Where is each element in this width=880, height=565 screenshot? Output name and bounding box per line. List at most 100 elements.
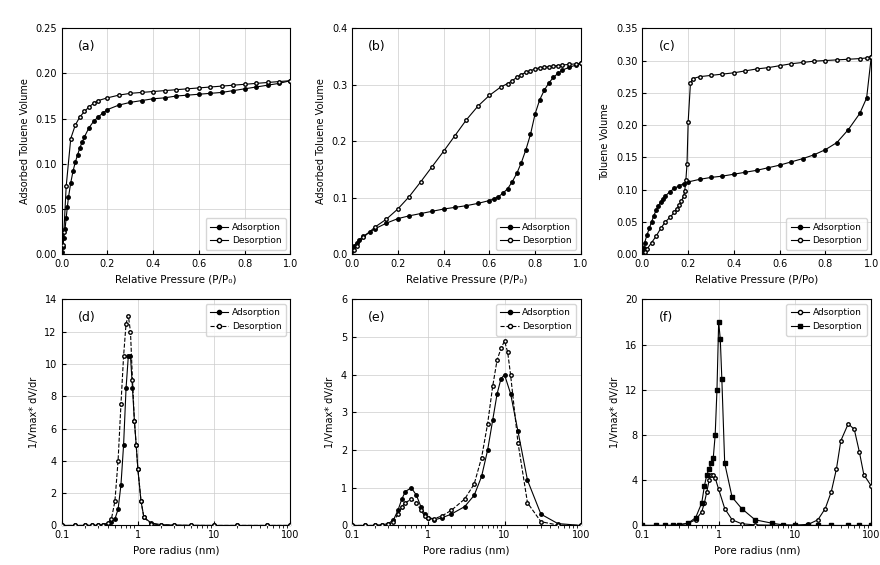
Adsorption — [729, 171, 739, 177]
Line: Adsorption: Adsorption — [350, 62, 583, 253]
Adsorption — [62, 204, 73, 211]
Adsorption — [70, 159, 81, 166]
Text: (e): (e) — [368, 311, 385, 324]
Adsorption — [348, 245, 358, 252]
Desorption — [832, 56, 842, 63]
Line: Desorption: Desorption — [643, 55, 873, 254]
Adsorption — [653, 202, 664, 209]
Adsorption — [148, 95, 158, 102]
Adsorption — [820, 146, 831, 153]
Desorption — [182, 85, 193, 92]
X-axis label: Relative Pressure (P/P₀): Relative Pressure (P/P₀) — [115, 275, 237, 285]
X-axis label: Pore radius (nm): Pore radius (nm) — [714, 546, 800, 556]
Adsorption — [646, 219, 656, 225]
Desorption — [404, 193, 414, 200]
Desorption — [274, 78, 284, 85]
Text: (f): (f) — [658, 311, 672, 324]
Desorption — [461, 116, 472, 123]
Desorption — [752, 66, 762, 72]
Adsorption — [228, 87, 238, 94]
Desorption — [262, 79, 273, 86]
Adsorption — [354, 237, 364, 244]
Adsorption — [125, 99, 136, 106]
Desorption — [553, 62, 563, 69]
Desorption — [136, 89, 147, 96]
Adsorption — [473, 200, 483, 207]
Adsorption — [239, 85, 250, 92]
Desorption — [427, 163, 437, 170]
Legend: Adsorption, Desorption: Adsorption, Desorption — [787, 304, 867, 336]
Desorption — [717, 71, 728, 77]
Line: Desorption: Desorption — [353, 62, 583, 251]
Desorption — [70, 121, 81, 128]
Desorption — [660, 219, 671, 225]
Adsorption — [365, 228, 376, 235]
Line: Adsorption: Adsorption — [60, 79, 292, 254]
Desorption — [351, 242, 362, 249]
Desorption — [216, 82, 227, 89]
Desorption — [381, 216, 392, 223]
Adsorption — [484, 197, 495, 204]
Desorption — [484, 92, 495, 99]
Adsorption — [694, 176, 705, 182]
Desorption — [349, 246, 360, 253]
Desorption — [774, 62, 785, 69]
Desorption — [228, 82, 238, 89]
Desorption — [682, 160, 693, 167]
Desorption — [511, 74, 522, 81]
Desorption — [797, 59, 808, 66]
Desorption — [438, 148, 449, 155]
Adsorption — [59, 234, 70, 241]
Desorption — [125, 90, 136, 97]
Desorption — [251, 80, 261, 87]
Desorption — [651, 233, 662, 240]
Desorption — [854, 55, 865, 62]
Adsorption — [656, 198, 666, 205]
Desorption — [205, 84, 216, 90]
Desorption — [415, 179, 426, 185]
Desorption — [576, 60, 586, 67]
Adsorption — [530, 111, 540, 118]
X-axis label: Pore radius (nm): Pore radius (nm) — [423, 546, 510, 556]
Desorption — [686, 80, 696, 86]
Desorption — [102, 94, 113, 101]
Adsorption — [664, 188, 675, 195]
Desorption — [683, 119, 693, 125]
Adsorption — [438, 206, 449, 212]
Text: (d): (d) — [77, 311, 95, 324]
Desorption — [84, 103, 94, 110]
Adsorption — [347, 248, 357, 255]
Adsorption — [511, 170, 522, 177]
Adsorption — [674, 182, 685, 189]
Adsorption — [539, 87, 549, 94]
Text: (a): (a) — [77, 40, 95, 53]
Desorption — [679, 188, 690, 194]
Adsorption — [809, 151, 819, 158]
Adsorption — [262, 82, 273, 89]
Desorption — [539, 64, 549, 71]
Desorption — [148, 88, 158, 95]
Desorption — [65, 135, 76, 142]
Desorption — [740, 67, 751, 74]
Adsorption — [797, 155, 808, 162]
Adsorption — [461, 202, 472, 209]
Desorption — [521, 69, 532, 76]
Desorption — [694, 73, 705, 80]
Adsorption — [717, 173, 728, 180]
Adsorption — [205, 90, 216, 97]
Adsorption — [114, 102, 124, 108]
Adsorption — [159, 94, 170, 101]
Y-axis label: 1/Vmax* dV/dr: 1/Vmax* dV/dr — [29, 377, 39, 448]
Desorption — [370, 224, 380, 231]
Adsorption — [571, 62, 582, 68]
Desorption — [358, 234, 369, 241]
Desorption — [642, 246, 652, 253]
Desorption — [669, 209, 679, 216]
Desorption — [671, 206, 682, 212]
Line: Adsorption: Adsorption — [641, 55, 873, 254]
Desorption — [450, 132, 460, 139]
Desorption — [557, 62, 568, 68]
Adsorption — [502, 185, 513, 192]
Desorption — [507, 77, 517, 84]
Adsorption — [564, 64, 575, 71]
